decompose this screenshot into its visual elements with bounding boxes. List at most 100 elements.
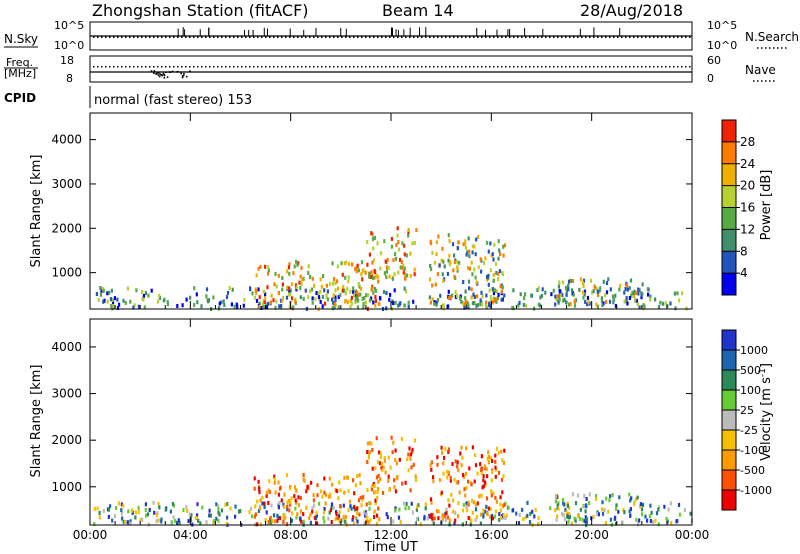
velocity-echo-cell: [267, 488, 270, 493]
power-echo-cell: [258, 295, 261, 300]
power-echo-cell: [499, 284, 502, 289]
velocity-echo-cell: [282, 516, 285, 521]
power-echo-cell: [583, 292, 586, 297]
power-echo-cell: [479, 257, 482, 262]
velocity-echo-cell: [409, 456, 412, 461]
power-echo-cell: [570, 279, 573, 283]
power-echo-cell: [361, 277, 364, 282]
velocity-echo-cell: [432, 479, 435, 484]
velocity-echo-cell: [265, 510, 268, 515]
nave-dot: [641, 66, 643, 68]
velocity-echo-cell: [617, 509, 620, 514]
velocity-echo-cell: [375, 521, 379, 526]
power-echo-cell: [351, 262, 354, 267]
power-echo-cell: [295, 259, 298, 264]
power-echo-cell: [225, 295, 229, 300]
velocity-echo-cell: [274, 490, 277, 495]
power-echo-cell: [390, 236, 393, 241]
power-echo-cell: [582, 290, 585, 295]
velocity-echo-cell: [347, 508, 350, 513]
nsearch-dot: [569, 36, 571, 38]
nave-dot: [97, 66, 99, 68]
power-echo-cell: [126, 286, 129, 291]
power-echo-cell: [486, 275, 489, 279]
velocity-echo-cell: [479, 462, 482, 467]
power-echo-cell: [349, 289, 352, 294]
velocity-echo-cell: [187, 519, 190, 524]
velocity-echo-cell: [452, 509, 455, 514]
velocity-echo-cell: [387, 455, 390, 460]
power-echo-cell: [468, 286, 471, 291]
power-echo-cell: [454, 294, 457, 299]
power-echo-cell: [522, 302, 525, 307]
power-echo-cell: [447, 233, 450, 238]
velocity-echo-cell: [344, 515, 348, 520]
nave-dot: [201, 66, 203, 68]
velocity-echo-cell: [494, 474, 497, 479]
power-echo-cell: [537, 302, 540, 307]
velocity-echo-cell: [218, 512, 221, 517]
power-echo-cell: [634, 297, 637, 302]
velocity-echo-cell: [482, 484, 485, 489]
velocity-echo-cell: [457, 468, 460, 473]
velocity-echo-cell: [431, 512, 435, 517]
nave-dot: [145, 66, 147, 68]
velocity-echo-cell: [689, 511, 692, 516]
power-echo-cell: [493, 242, 496, 247]
power-echo-cell: [357, 268, 360, 273]
nsearch-dot: [413, 36, 415, 38]
nave-dot: [169, 66, 171, 68]
velocity-echo-cell: [201, 505, 204, 510]
velocity-echo-cell: [176, 520, 179, 525]
velocity-echo-cell: [389, 465, 392, 470]
power-echo-cell: [600, 296, 603, 301]
power-echo-cell: [502, 253, 505, 258]
power-echo-cell: [212, 295, 215, 300]
velocity-echo-cell: [518, 513, 521, 518]
velocity-echo-cell: [483, 464, 487, 469]
power-echo-cell: [162, 298, 165, 303]
power-echo-cell: [106, 291, 109, 296]
power-echo-cell: [586, 295, 589, 300]
velocity-echo-cell: [272, 513, 276, 518]
power-echo-cell: [503, 243, 507, 248]
velocity-echo-cell: [555, 494, 558, 499]
velocity-echo-cell: [464, 471, 468, 476]
power-echo-cell: [399, 257, 402, 262]
velocity-echo-cell: [217, 507, 220, 512]
nave-dot: [537, 66, 539, 68]
power-echo-cell: [374, 275, 377, 280]
velocity-echo-cell: [677, 502, 681, 507]
velocity-echo-cell: [344, 519, 347, 524]
power-echo-cell: [642, 306, 645, 311]
power-echo-cell: [480, 290, 483, 295]
velocity-echo-cell: [454, 510, 457, 515]
velocity-echo-cell: [462, 502, 465, 507]
velocity-echo-cell: [186, 508, 189, 513]
power-echo-cell: [591, 290, 594, 295]
velocity-echo-cell: [322, 515, 325, 520]
power-echo-cell: [568, 279, 571, 284]
velocity-echo-cell: [312, 498, 315, 503]
velocity-echo-cell: [490, 456, 493, 461]
nsearch-dot: [289, 36, 291, 38]
power-echo-cell: [561, 293, 565, 298]
power-echo-cell: [299, 274, 302, 279]
velocity-echo-cell: [256, 522, 259, 527]
velocity-colorbar-swatch: [722, 470, 736, 490]
nave-dot: [533, 66, 535, 68]
power-echo-cell: [568, 302, 571, 307]
power-echo-cell: [558, 288, 561, 293]
x-tick-label: 12:00: [374, 528, 409, 542]
nave-dot: [185, 75, 188, 78]
velocity-echo-cell: [374, 501, 377, 506]
nave-label: Nave: [745, 63, 776, 77]
velocity-echo-cell: [437, 516, 440, 521]
power-echo-cell: [407, 233, 410, 238]
velocity-echo-cell: [476, 501, 479, 506]
velocity-echo-cell: [498, 512, 501, 517]
velocity-echo-cell: [470, 482, 473, 487]
velocity-colorbar-swatch: [722, 410, 736, 430]
power-echo-cell: [491, 252, 494, 257]
nsearch-dot: [541, 36, 543, 38]
